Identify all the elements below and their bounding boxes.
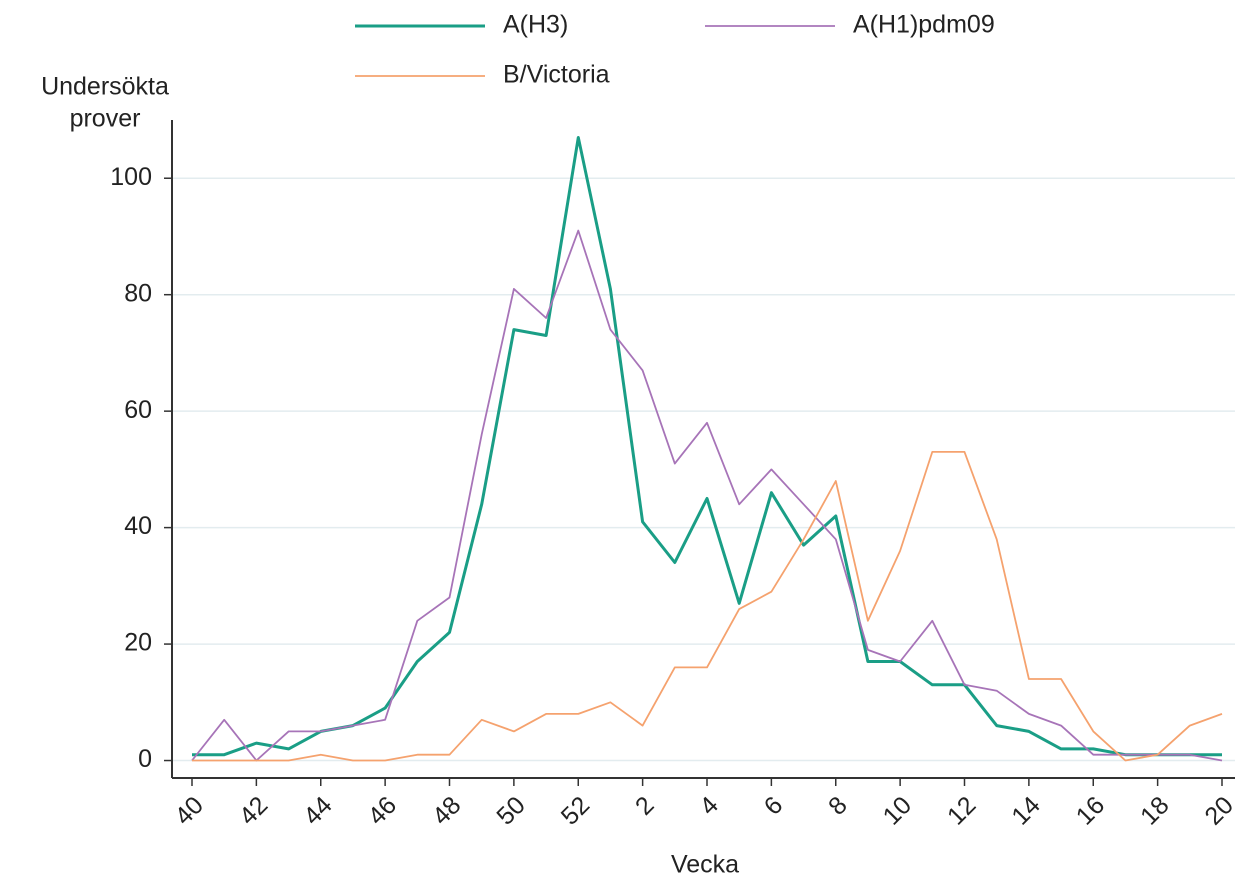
- y-tick-label: 0: [138, 745, 152, 773]
- x-tick-label: 52: [556, 791, 595, 830]
- x-tick-label: 2: [630, 791, 660, 821]
- x-tick-label: 44: [298, 791, 338, 831]
- series-line: [191, 229, 1223, 762]
- y-tick-label: 20: [124, 629, 152, 657]
- x-tick-label: 20: [1199, 791, 1235, 830]
- x-tick-label: 42: [234, 791, 273, 830]
- legend-label: A(H3): [503, 11, 568, 39]
- x-tick-label: 16: [1071, 791, 1110, 830]
- x-tick-label: 8: [823, 791, 853, 821]
- x-tick-label: 14: [1006, 791, 1046, 831]
- x-tick-label: 10: [878, 791, 917, 830]
- y-axis-label: prover: [70, 105, 141, 133]
- legend-label: B/Victoria: [503, 61, 610, 89]
- x-axis-label: Vecka: [671, 851, 739, 879]
- y-tick-label: 60: [124, 396, 152, 424]
- y-tick-label: 100: [110, 163, 152, 191]
- x-tick-label: 50: [491, 791, 530, 830]
- series-line: [192, 136, 1222, 757]
- x-tick-label: 40: [169, 791, 208, 830]
- x-tick-label: 18: [1135, 791, 1174, 830]
- y-axis-label: Undersökta: [41, 73, 169, 101]
- y-tick-label: 40: [124, 512, 152, 540]
- y-tick-label: 80: [124, 279, 152, 307]
- x-tick-label: 6: [759, 791, 789, 821]
- legend-label: A(H1)pdm09: [853, 11, 995, 39]
- x-tick-label: 46: [363, 791, 402, 830]
- x-tick-label: 48: [427, 791, 466, 830]
- x-tick-label: 12: [942, 791, 981, 830]
- series-line: [192, 451, 1223, 762]
- x-tick-label: 4: [694, 791, 724, 821]
